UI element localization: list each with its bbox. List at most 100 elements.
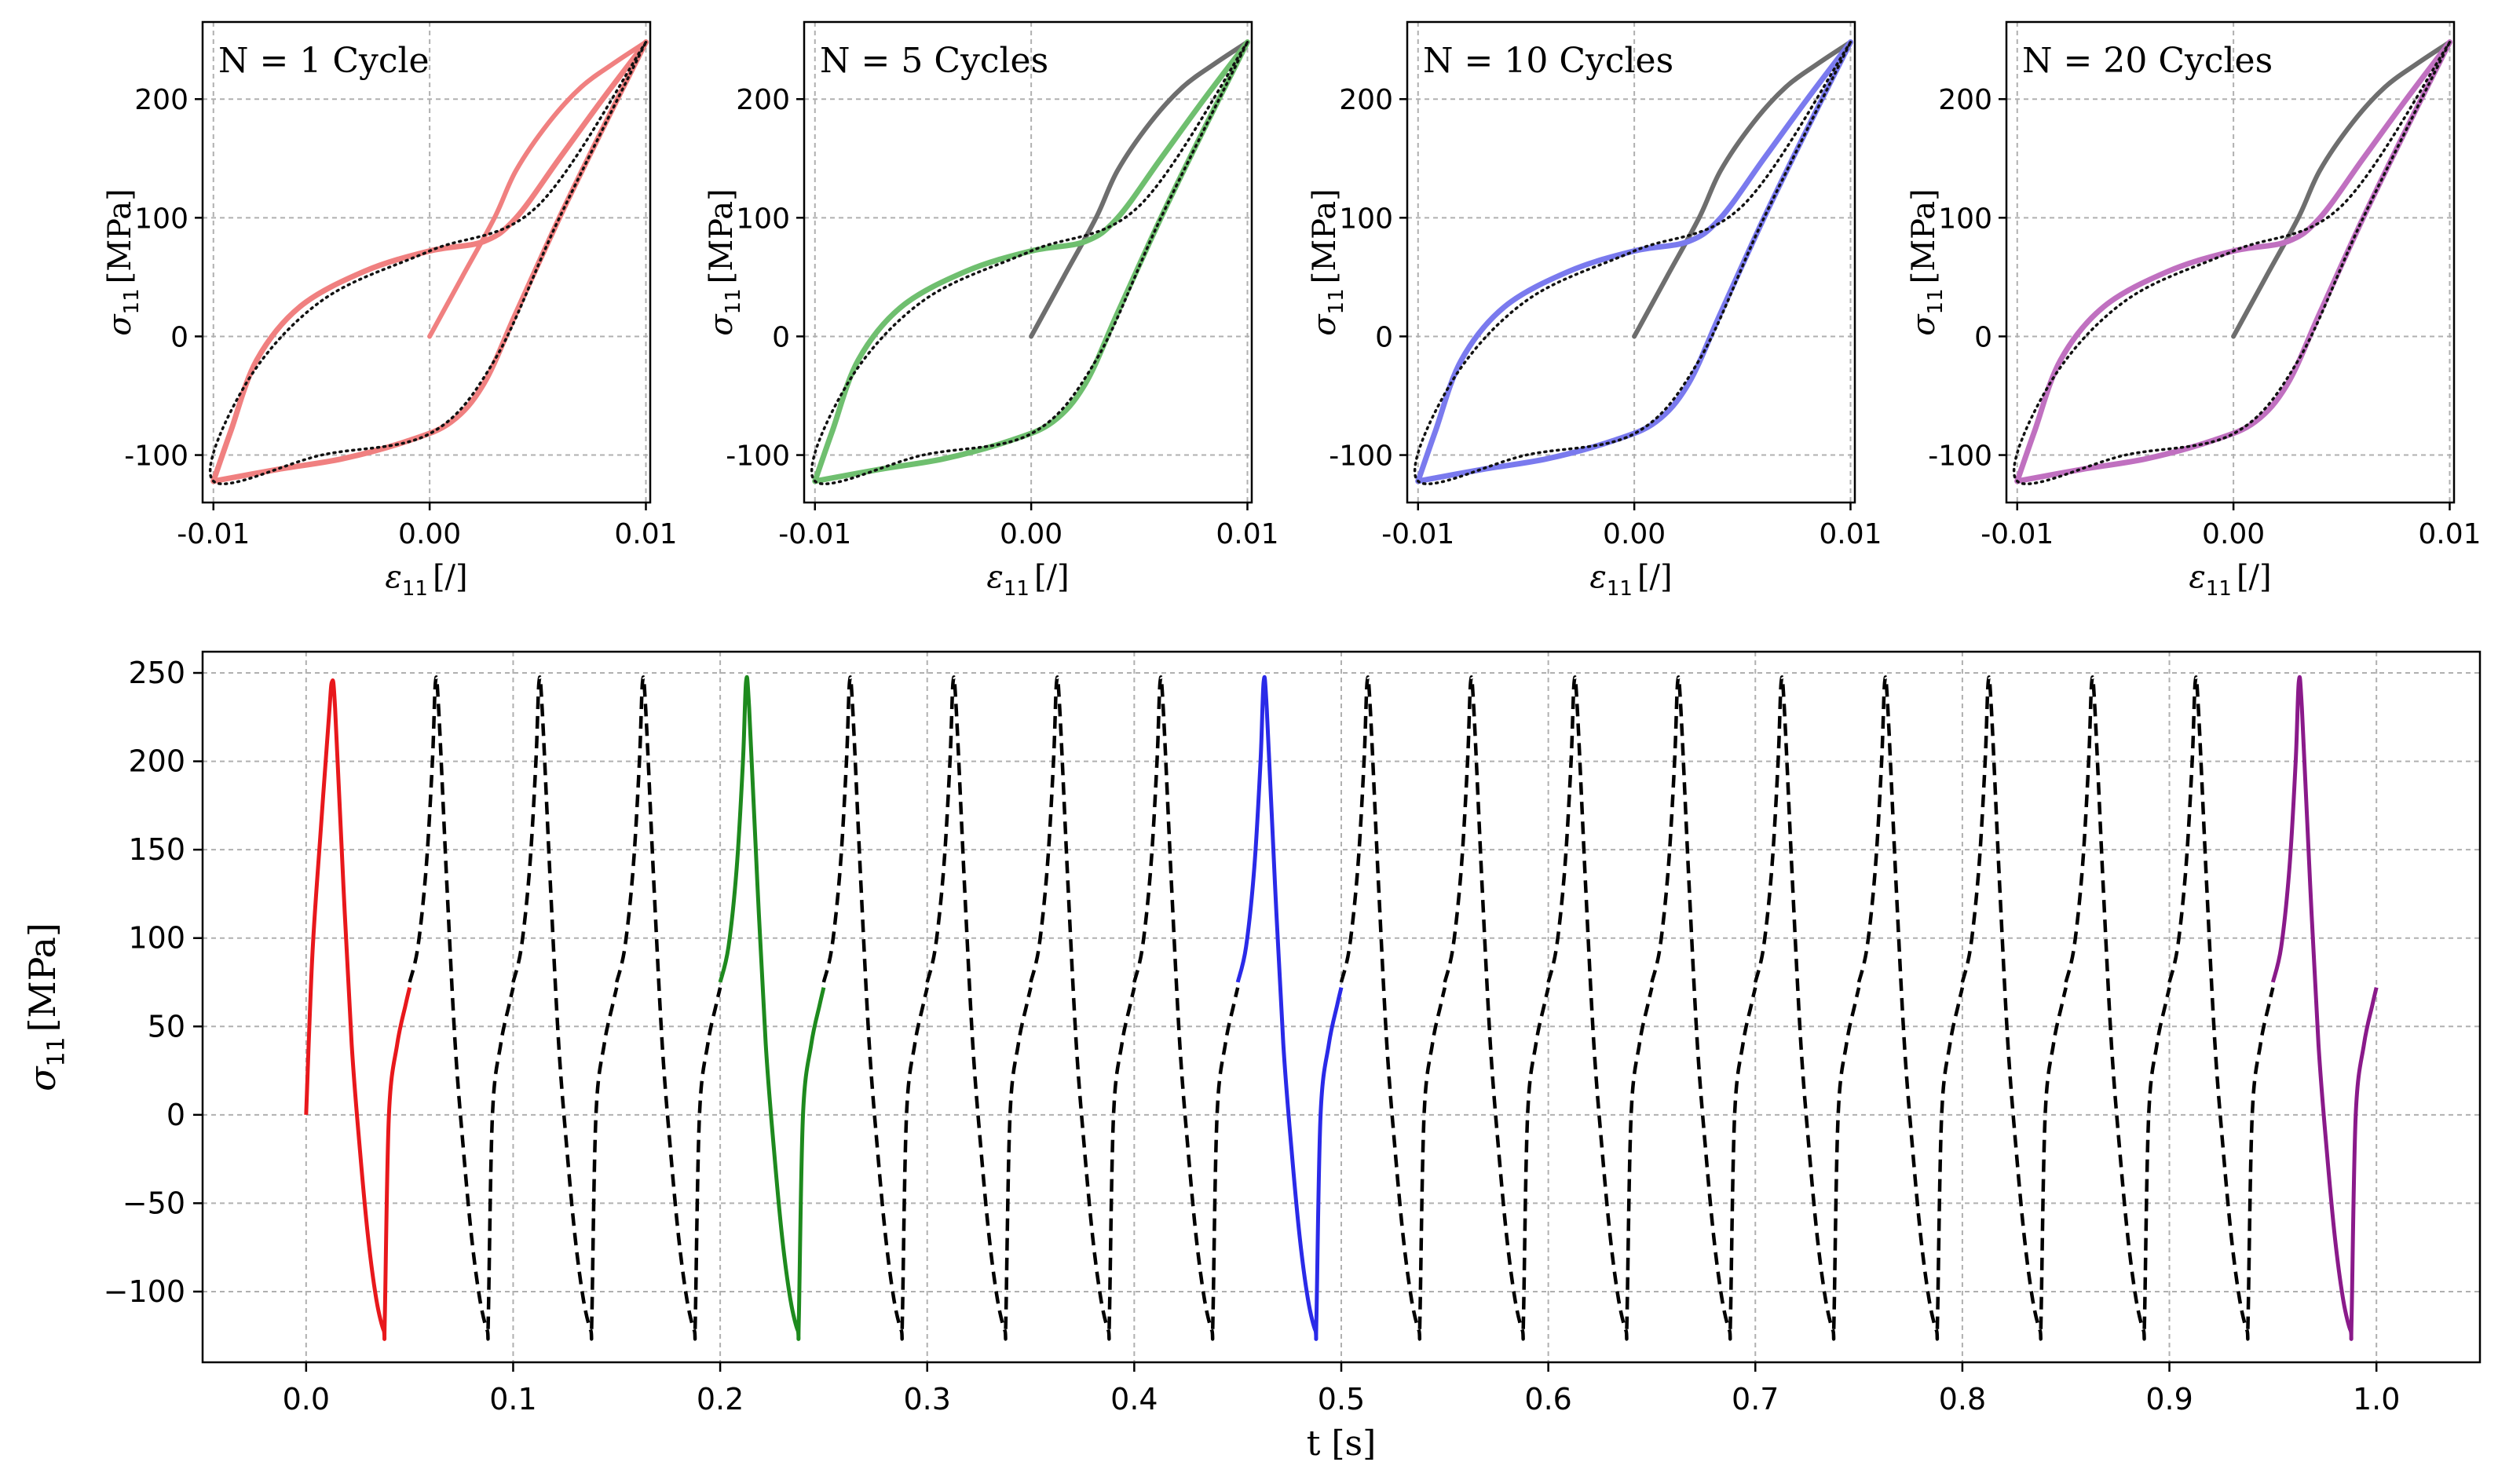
y-tick-label: −50	[123, 1186, 185, 1220]
y-tick-label: −100	[104, 1274, 185, 1309]
reloading-curve	[210, 39, 649, 484]
reference-dotted-curve	[1413, 40, 1852, 486]
highlighted-cycle-10-line	[1235, 675, 1344, 1341]
x-axis-label: ε11 [/]	[986, 559, 1069, 601]
x-axis-label-subscript: 11	[1607, 577, 1633, 601]
x-axis-label: ε11 [/]	[2189, 559, 2271, 601]
y-axis-label-symbol: σ	[21, 1065, 64, 1091]
highlighted-cycle-20-line	[2270, 675, 2379, 1341]
x-tick-label: 0.00	[398, 518, 461, 550]
x-tick-label: 0.8	[1939, 1382, 1986, 1416]
x-tick-label: 0.01	[614, 518, 677, 550]
cycle-4-dashed-line	[615, 675, 722, 1341]
y-axis-label-subscript: 11	[722, 288, 745, 314]
x-tick-label: 0.2	[697, 1382, 744, 1416]
cycle-12-dashed-line	[1443, 675, 1550, 1341]
y-tick-label: 100	[1938, 203, 1992, 235]
cycle-14-dashed-line	[1650, 675, 1757, 1341]
reloading-curve	[2014, 39, 2452, 484]
highlighted-cycle-1-line	[304, 678, 412, 1341]
y-tick-label: 100	[736, 203, 790, 235]
x-tick-label: 0.1	[489, 1382, 536, 1416]
y-axis-label-unit: [MPa]	[102, 188, 138, 283]
y-axis-label: σ11 [MPa]	[1906, 188, 1948, 336]
y-tick-label: 0	[166, 1098, 185, 1132]
x-axis-label: t [s]	[1307, 1424, 1377, 1464]
x-tick-label: 0.00	[1000, 518, 1062, 550]
y-axis-label-symbol: σ	[704, 313, 740, 336]
y-tick-label: 0	[1974, 321, 1992, 353]
x-tick-label: -0.01	[177, 518, 250, 550]
x-tick-label: 0.01	[2418, 518, 2481, 550]
y-tick-label: 0	[1375, 321, 1393, 353]
x-axis-label-unit: [/]	[1637, 559, 1673, 595]
panel-title: N = 1 Cycle	[218, 41, 430, 81]
curves	[810, 39, 1250, 486]
y-tick-label: 150	[128, 832, 185, 867]
y-axis-label-subscript: 11	[1325, 288, 1348, 314]
cycle-16-dashed-line	[1856, 675, 1965, 1341]
initial-loading-curve	[427, 39, 649, 339]
x-axis-label: ε11 [/]	[385, 559, 467, 601]
cycle-8-dashed-line	[1029, 675, 1136, 1341]
panel-title: N = 5 Cycles	[820, 41, 1048, 81]
y-axis-label-unit: [MPa]	[1906, 188, 1942, 283]
curves	[208, 39, 649, 486]
y-tick-label: 100	[1339, 203, 1393, 235]
x-axis-label: ε11 [/]	[1589, 559, 1672, 601]
x-tick-label: 0.6	[1524, 1382, 1571, 1416]
y-tick-label: 0	[170, 321, 188, 353]
x-axis-label-subscript: 11	[1004, 577, 1030, 601]
x-axis-label-symbol: ε	[2189, 559, 2205, 595]
cycle-7-dashed-line	[925, 675, 1033, 1341]
y-axis-label: σ11 [MPa]	[1307, 188, 1348, 336]
x-axis-label-symbol: ε	[385, 559, 401, 595]
cycle-17-dashed-line	[1960, 675, 2068, 1341]
reference-dotted-curve	[208, 40, 648, 486]
y-tick-label: 50	[148, 1009, 185, 1044]
cycle-13-dashed-line	[1546, 675, 1654, 1341]
y-tick-label: 100	[134, 203, 188, 235]
cycle-11-dashed-line	[1339, 675, 1447, 1341]
cycle-9-dashed-line	[1132, 675, 1240, 1341]
y-axis-label-subscript: 11	[120, 288, 144, 314]
x-axis-label-subscript: 11	[402, 577, 428, 601]
initial-loading-curve	[1632, 39, 1853, 339]
x-tick-label: 0.00	[2202, 518, 2265, 550]
reloading-curve	[812, 39, 1250, 484]
y-axis-label-symbol: σ	[1307, 313, 1343, 336]
y-tick-label: -100	[124, 440, 188, 473]
axes-frame	[201, 20, 652, 504]
initial-loading-curve	[1029, 39, 1250, 339]
y-tick-label: -100	[1329, 440, 1393, 473]
y-tick-label: 250	[128, 656, 185, 690]
x-axis-label-unit: [/]	[1034, 559, 1070, 595]
y-axis-label-symbol: σ	[102, 313, 138, 336]
y-axis-label-subscript: 11	[43, 1036, 71, 1066]
x-tick-label: 0.01	[1216, 518, 1278, 550]
highlighted-cycle-5-line	[718, 675, 826, 1341]
x-tick-label: 0.01	[1819, 518, 1882, 550]
y-axis-label-unit: [MPa]	[704, 188, 740, 283]
cycle-15-dashed-line	[1754, 675, 1861, 1341]
x-tick-label: 0.3	[904, 1382, 951, 1416]
hysteresis-panel-1: -0.01 0.00 0.01 -100 0 100 200 N = 1 Cycle ε11 [/…	[102, 20, 678, 601]
curves	[2012, 39, 2452, 486]
reloading-curve	[1415, 39, 1853, 484]
y-axis-label: σ11 [MPa]	[704, 188, 745, 336]
x-tick-label: 0.7	[1732, 1382, 1779, 1416]
panel-title: N = 20 Cycles	[2022, 41, 2273, 81]
x-tick-label: -0.01	[1381, 518, 1454, 550]
cycle-3-dashed-line	[511, 675, 619, 1341]
cycle-2-dashed-line	[408, 675, 515, 1341]
x-axis-label-unit: [/]	[2237, 559, 2272, 595]
x-axis-label-subscript: 11	[2206, 577, 2232, 601]
axes-frame	[2005, 20, 2456, 504]
y-axis-label-unit: [MPa]	[21, 923, 64, 1032]
y-tick-label: 200	[1938, 84, 1992, 116]
y-tick-label: 200	[134, 84, 188, 116]
axes-frame	[803, 20, 1253, 504]
